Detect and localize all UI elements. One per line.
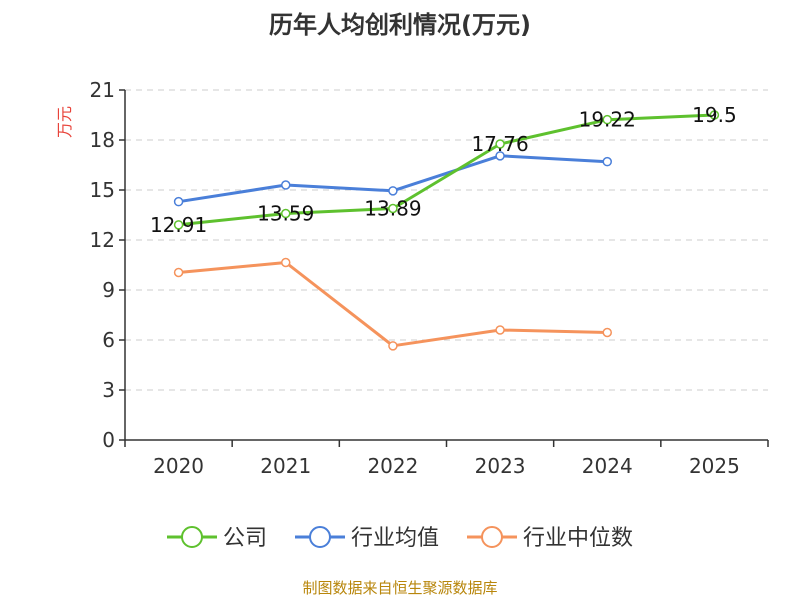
y-tick-label: 12	[90, 228, 115, 252]
data-label: 17.76	[471, 132, 528, 156]
chart-title: 历年人均创利情况(万元)	[269, 11, 531, 39]
data-point[interactable]	[495, 325, 505, 335]
series-line-0	[178, 113, 715, 227]
legend-marker	[181, 526, 203, 548]
data-label: 13.59	[257, 202, 314, 226]
legend-label: 行业中位数	[523, 526, 633, 551]
x-tick-label: 2023	[475, 454, 526, 478]
x-tick-label: 2022	[367, 454, 418, 478]
y-tick-label: 6	[102, 328, 115, 352]
legend-label: 公司	[223, 526, 267, 551]
x-tick-label: 2024	[582, 454, 633, 478]
data-point[interactable]	[281, 208, 291, 219]
legend-item-2[interactable]: 行业中位数	[467, 526, 633, 551]
data-point[interactable]	[495, 151, 505, 161]
data-label: 19.22	[579, 108, 636, 132]
data-point[interactable]	[388, 203, 398, 214]
y-tick-label: 3	[102, 378, 115, 402]
data-point[interactable]	[602, 114, 612, 125]
data-point[interactable]	[388, 341, 398, 351]
legend-marker	[309, 526, 331, 548]
data-point[interactable]	[281, 257, 291, 268]
x-tick-label: 2021	[260, 454, 311, 478]
data-label: 12.91	[150, 213, 207, 237]
y-tick-label: 15	[90, 178, 115, 202]
legend-marker	[481, 526, 503, 548]
data-point[interactable]	[709, 110, 720, 120]
data-point[interactable]	[173, 267, 184, 278]
legend-item-1[interactable]: 行业均值	[295, 526, 439, 551]
data-point[interactable]	[495, 139, 505, 149]
data-point[interactable]	[388, 186, 398, 196]
y-tick-label: 9	[102, 278, 115, 302]
data-label: 13.89	[364, 197, 421, 221]
data-point[interactable]	[173, 220, 184, 230]
series-line-2	[178, 261, 608, 348]
y-axis-title: 万元	[55, 106, 74, 138]
y-tick-label: 0	[102, 428, 115, 452]
y-tick-label: 21	[90, 78, 115, 102]
data-point[interactable]	[173, 196, 184, 207]
x-tick-label: 2025	[689, 454, 740, 478]
data-point[interactable]	[602, 156, 612, 167]
data-point[interactable]	[602, 327, 612, 338]
legend-label: 行业均值	[351, 526, 439, 551]
data-point[interactable]	[281, 180, 291, 190]
y-tick-label: 18	[90, 128, 115, 152]
x-tick-label: 2020	[153, 454, 204, 478]
legend-item-0[interactable]: 公司	[167, 526, 267, 551]
data-label: 19.5	[692, 103, 737, 127]
source-note: 制图数据来自恒生聚源数据库	[302, 579, 497, 597]
